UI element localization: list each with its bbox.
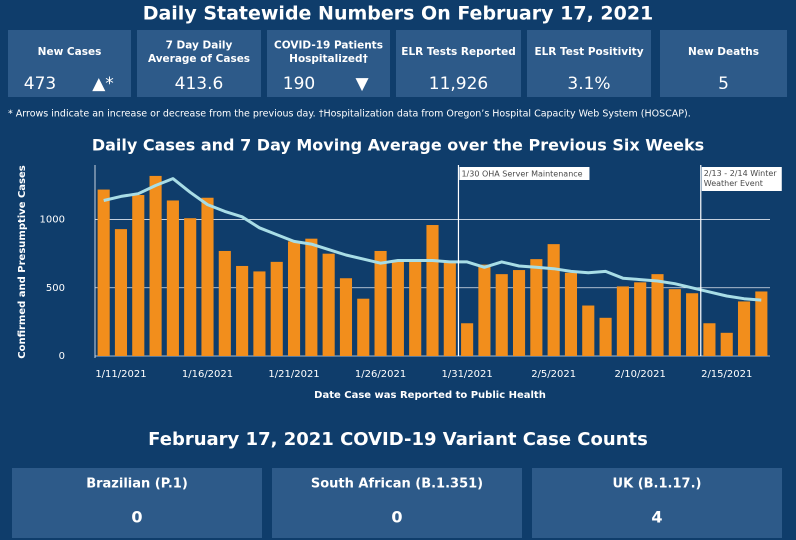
annotation-text: 2/13 - 2/14 Winter Weather Event	[704, 169, 778, 188]
card-value: 11,926	[429, 74, 488, 94]
bar	[461, 323, 474, 356]
chart-title: Daily Cases and 7 Day Moving Average ove…	[92, 136, 704, 155]
x-tick-label: 1/26/2021	[355, 369, 406, 380]
variant-label: UK (B.1.17.)	[613, 477, 702, 492]
variant-card	[532, 468, 782, 538]
card-value: 190	[283, 74, 315, 94]
bar	[668, 289, 681, 356]
bar	[720, 332, 733, 356]
bar	[287, 241, 301, 356]
x-tick-label: 2/10/2021	[615, 369, 666, 380]
x-tick-label: 1/21/2021	[268, 369, 319, 380]
bar	[547, 244, 560, 356]
bar	[703, 323, 716, 356]
bar	[530, 259, 543, 356]
bar	[218, 250, 231, 356]
bar	[201, 197, 214, 356]
bar	[253, 271, 266, 356]
stat-card	[8, 30, 131, 97]
variant-card	[12, 468, 262, 538]
card-indicator: ▲*	[92, 74, 114, 94]
bar	[166, 200, 179, 356]
bar	[443, 260, 456, 356]
bar	[686, 293, 699, 356]
stat-card	[396, 30, 521, 97]
bar	[357, 298, 370, 356]
x-tick-label: 1/11/2021	[95, 369, 146, 380]
bar	[149, 175, 162, 356]
card-value: 5	[718, 74, 729, 94]
bar	[478, 264, 491, 356]
variant-value: 4	[651, 508, 662, 527]
stat-card	[660, 30, 787, 97]
annotation-text: 1/30 OHA Server Maintenance	[461, 170, 582, 179]
bar	[564, 272, 578, 356]
bar	[599, 317, 612, 356]
bar	[495, 274, 508, 356]
y-axis-title: Confirmed and Presumptive Cases	[17, 165, 28, 359]
bar	[184, 218, 197, 356]
bar	[409, 259, 422, 356]
bar	[374, 250, 387, 356]
bar	[339, 278, 353, 356]
bar	[391, 261, 404, 356]
bar	[114, 229, 128, 356]
variant-value: 0	[131, 508, 142, 527]
card-value: 473	[24, 74, 56, 94]
bar	[512, 270, 526, 356]
bar	[305, 238, 318, 356]
bar	[651, 274, 664, 356]
x-tick-label: 1/16/2021	[182, 369, 233, 380]
card-label: New Cases	[38, 46, 102, 58]
card-label: ELR Tests Reported	[401, 46, 515, 58]
page-title: Daily Statewide Numbers On February 17, …	[143, 3, 654, 25]
bar	[270, 261, 283, 356]
y-tick-label: 0	[59, 351, 65, 362]
card-indicator: ▼	[355, 74, 369, 94]
bar	[132, 195, 145, 356]
y-tick-label: 1000	[40, 215, 65, 226]
card-value: 413.6	[175, 74, 224, 94]
card-label: New Deaths	[688, 46, 759, 58]
x-tick-label: 1/31/2021	[441, 369, 492, 380]
x-axis-title: Date Case was Reported to Public Health	[314, 390, 546, 401]
bar	[737, 301, 751, 356]
bar	[616, 286, 629, 356]
variant-value: 0	[391, 508, 402, 527]
annotation-box	[459, 167, 590, 180]
x-tick-label: 2/15/2021	[701, 369, 752, 380]
stat-card	[527, 30, 651, 97]
variants-title: February 17, 2021 COVID-19 Variant Case …	[148, 429, 648, 450]
note: * Arrows indicate an increase or decreas…	[8, 109, 691, 120]
variant-card	[272, 468, 522, 538]
bar	[97, 189, 110, 356]
bar	[322, 253, 335, 356]
y-tick-label: 500	[46, 283, 65, 294]
variant-label: Brazilian (P.1)	[86, 477, 188, 492]
card-label: 7 Day Daily Average of Cases	[148, 39, 250, 65]
bar	[236, 265, 249, 356]
card-label: ELR Test Positivity	[534, 46, 643, 58]
x-tick-label: 2/5/2021	[531, 369, 576, 380]
bar	[426, 225, 439, 356]
variant-label: South African (B.1.351)	[311, 477, 483, 492]
stat-card	[267, 30, 390, 97]
card-label: COVID-19 Patients Hospitalized†	[274, 39, 383, 65]
annotation-box	[701, 167, 782, 191]
bar	[582, 305, 595, 356]
stat-card	[137, 30, 261, 97]
bar	[634, 282, 647, 356]
card-value: 3.1%	[567, 74, 610, 94]
bar	[755, 291, 768, 356]
moving-average-line	[103, 177, 762, 302]
